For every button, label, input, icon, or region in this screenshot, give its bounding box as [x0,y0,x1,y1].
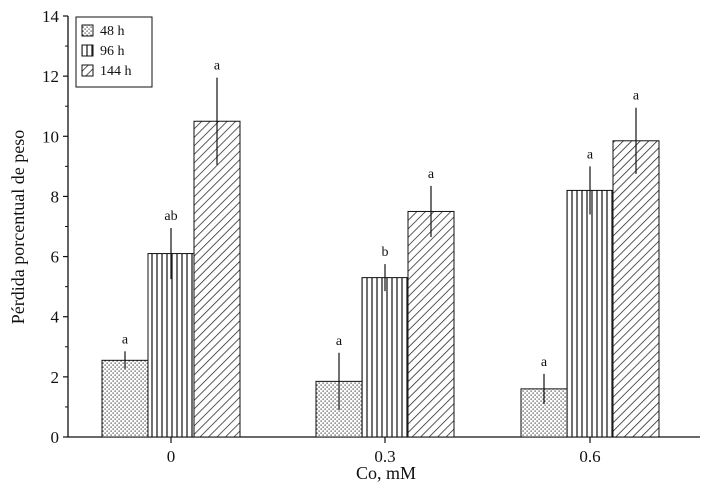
y-tick-label: 0 [51,428,60,447]
significance-label: ab [164,209,177,224]
bar-96h-0 [147,253,195,438]
legend-swatch-48h [81,24,94,37]
legend-swatch-96h [81,44,94,57]
bar-144h-0.6 [612,140,660,438]
y-tick-label: 14 [42,7,60,26]
legend-label-48h: 48 h [100,24,125,39]
legend-label-96h: 96 h [100,44,125,59]
x-tick-label: 0.6 [579,447,600,466]
bar-144h-0 [193,120,241,438]
x-tick-label: 0 [167,447,176,466]
significance-label: a [122,332,129,347]
y-axis-title: Pérdida porcentual de peso [8,130,28,324]
y-tick-label: 2 [51,368,60,387]
significance-label: a [587,147,594,162]
bar-144h-0.3 [407,210,455,438]
legend-swatch-144h [81,64,94,77]
significance-label: a [633,89,640,104]
y-tick-label: 12 [42,67,59,86]
bar-96h-0.3 [361,277,409,438]
x-axis-title: Co, mM [356,463,416,483]
y-tick-label: 6 [51,248,60,267]
significance-label: a [428,167,435,182]
x-tick-label: 0.3 [374,447,395,466]
significance-label: a [541,355,548,370]
bar-48h-0 [101,359,149,438]
significance-label: a [214,59,221,74]
legend: 48 h 96 h 144 h [75,16,153,88]
y-tick-label: 8 [51,187,60,206]
significance-label: a [336,334,343,349]
bar-96h-0.6 [566,189,614,438]
y-tick-label: 4 [51,308,60,327]
significance-label: b [382,245,389,260]
y-tick-label: 10 [42,127,59,146]
legend-label-144h: 144 h [100,64,132,79]
